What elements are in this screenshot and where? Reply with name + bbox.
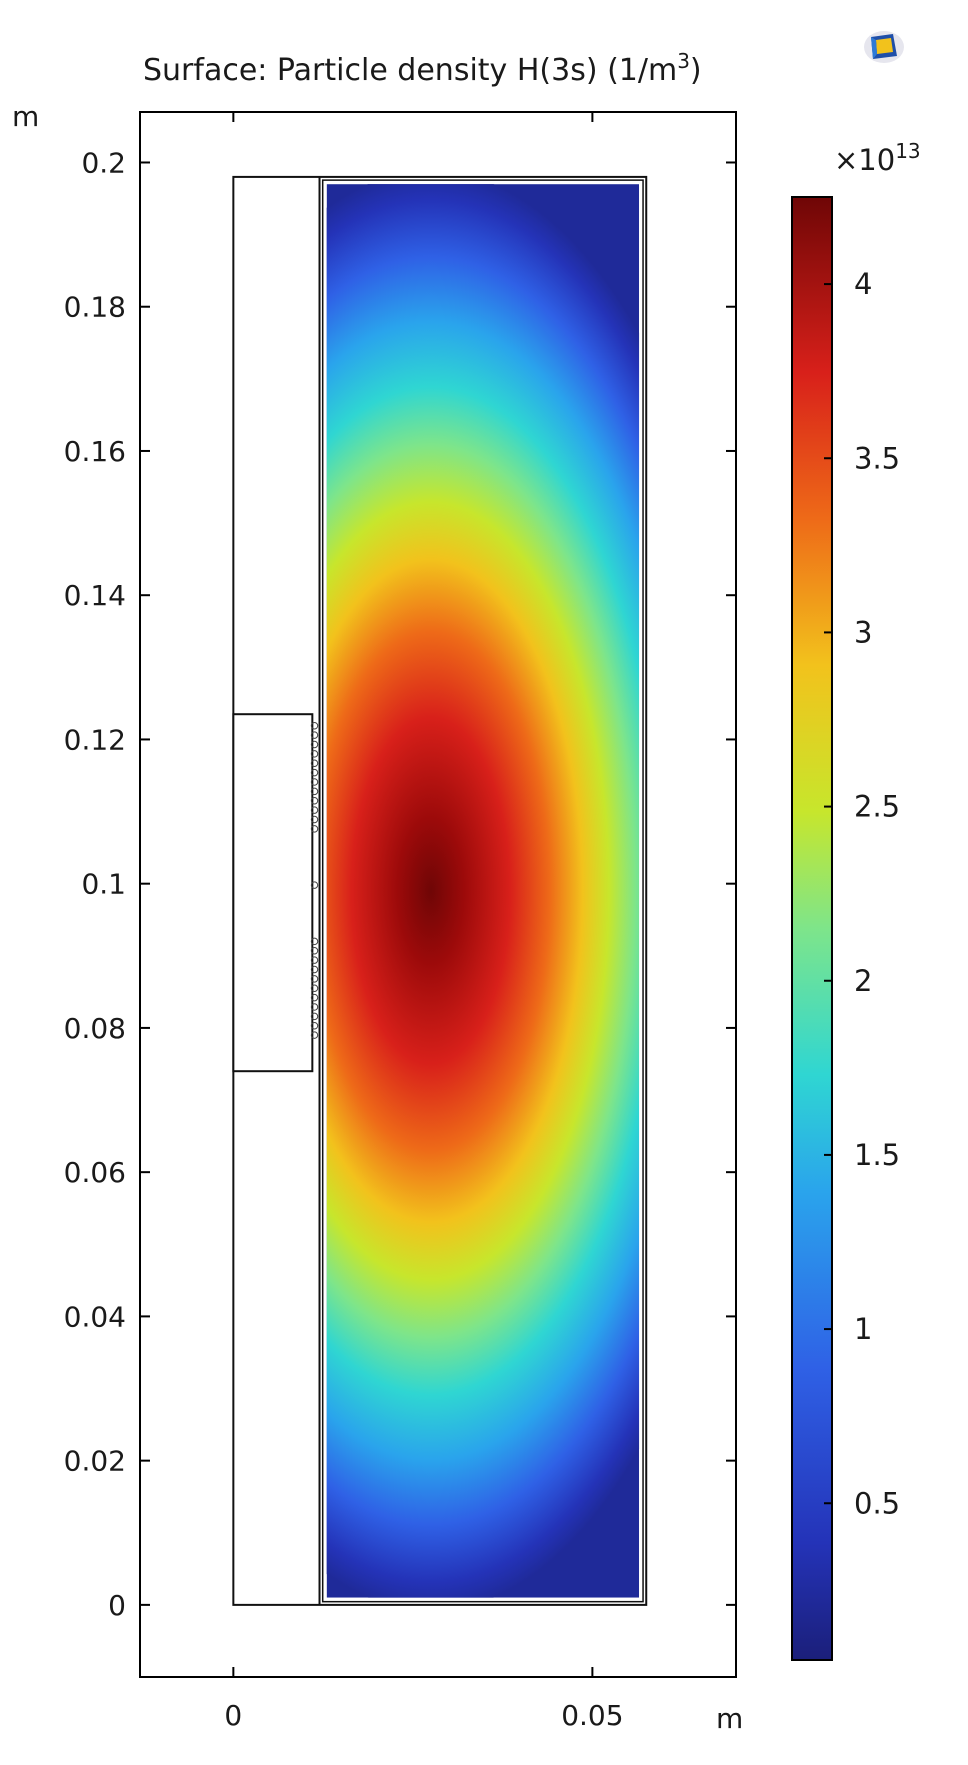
colorbar — [791, 196, 833, 1661]
coil-turn — [310, 881, 319, 889]
coil-turn — [310, 1022, 319, 1030]
coil-turn — [310, 806, 319, 814]
plot-frame — [139, 111, 737, 1678]
coil-turn — [310, 740, 319, 749]
coil-turn — [310, 937, 319, 946]
coil-turn — [310, 825, 319, 833]
y-tick-label: 0.16 — [64, 435, 126, 468]
y-axis-ticks: 0 0.02 0.04 0.06 0.08 0.1 0.12 0.14 0.16 0.18 0.2 — [64, 146, 736, 1622]
x-axis-label: m — [716, 1702, 743, 1735]
coil-turn — [310, 768, 319, 777]
colorbar-tick-label: 3.5 — [854, 441, 900, 475]
x-tick-label: 0.05 — [561, 1699, 623, 1732]
y-axis-label: m — [12, 100, 39, 133]
coil-turn — [310, 965, 319, 974]
coil-turn — [310, 947, 319, 955]
x-tick-label: 0 — [224, 1699, 242, 1732]
coil-turn — [310, 778, 319, 786]
colorbar-tick-label: 4 — [854, 267, 872, 301]
coil-turn — [310, 984, 319, 992]
coil-box-outline — [232, 713, 314, 1073]
y-tick-label: 0.08 — [64, 1012, 126, 1045]
field-peak-gradient — [326, 184, 640, 1598]
coil-turn — [310, 750, 319, 758]
y-tick-label: 0.02 — [64, 1445, 126, 1478]
y-tick-label: 0.1 — [81, 868, 126, 901]
y-tick-label: 0.18 — [64, 291, 126, 324]
colorbar-tick-label: 0.5 — [854, 1486, 900, 1520]
chart-title: Surface: Particle density H(3s) (1/m3) — [143, 49, 702, 88]
y-tick-label: 0.12 — [64, 723, 126, 756]
coil-turn — [310, 993, 319, 1002]
coil-turn — [310, 722, 319, 730]
coil-turn — [310, 956, 319, 964]
coil-turn — [310, 815, 319, 824]
coil-turn — [310, 797, 319, 805]
y-tick-label: 0 — [108, 1589, 126, 1622]
y-tick-label: 0.14 — [64, 579, 126, 612]
plasma-region-outline — [321, 179, 644, 1603]
geometry-outlines — [232, 175, 648, 1606]
density-field — [326, 184, 640, 1598]
coil-turn — [310, 1031, 319, 1039]
coil-turn — [310, 1012, 319, 1021]
y-tick-label: 0.06 — [64, 1156, 126, 1189]
coil-turn — [310, 731, 319, 739]
coil-turn — [310, 787, 319, 796]
density-field-clip — [326, 184, 640, 1598]
y-tick-label: 0.04 — [64, 1300, 126, 1333]
colorbar-tick-label: 3 — [854, 615, 872, 649]
colorbar-tick-label: 2 — [854, 964, 872, 998]
coil-turn — [310, 759, 319, 767]
y-tick-label: 0.2 — [81, 146, 126, 179]
coil-turn — [310, 1003, 319, 1011]
colorbar-ticks: 0.5 1 1.5 2 2.5 3 3.5 4 — [824, 267, 900, 1520]
colorbar-multiplier: ×1013 — [834, 139, 921, 177]
app-logo-icon — [862, 26, 906, 66]
colorbar-tick-label: 2.5 — [854, 790, 900, 824]
colorbar-tick-label: 1 — [854, 1312, 872, 1346]
x-axis-ticks: 0 0.05 — [224, 112, 624, 1732]
coil-turn — [310, 975, 319, 983]
colorbar-tick-label: 1.5 — [854, 1138, 900, 1172]
